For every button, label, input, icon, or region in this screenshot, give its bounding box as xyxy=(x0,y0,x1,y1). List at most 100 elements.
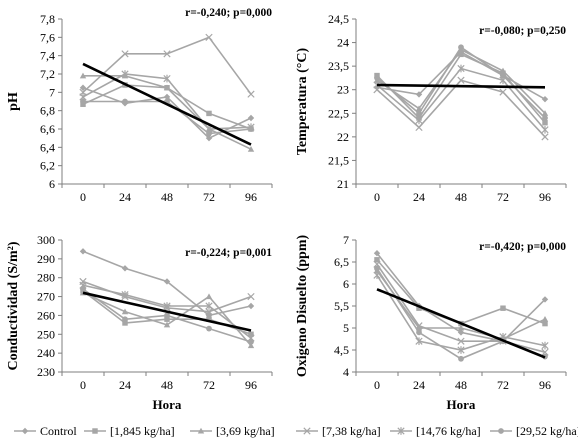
y-tick-label: 5 xyxy=(343,321,349,335)
legend-label: Control xyxy=(40,424,77,438)
data-point xyxy=(415,116,423,125)
legend-marker xyxy=(303,427,311,435)
legend-marker xyxy=(21,427,29,435)
y-tick-label: 260 xyxy=(37,308,55,322)
data-point xyxy=(373,250,381,257)
correlation-annotation: r=-0,080; p=0,250 xyxy=(479,25,566,37)
legend-label: [7,38 kg/ha] xyxy=(322,424,381,438)
y-tick-label: 24 xyxy=(337,36,349,50)
y-tick-label: 230 xyxy=(37,365,55,379)
y-tick-label: 6,4 xyxy=(40,140,55,154)
data-point xyxy=(163,302,171,310)
data-point xyxy=(457,76,465,84)
y-tick-label: 21 xyxy=(337,177,349,191)
data-point xyxy=(458,51,464,58)
data-point xyxy=(457,329,465,336)
y-tick-label: 6,6 xyxy=(40,122,55,136)
y-tick-label: 7 xyxy=(49,85,55,99)
data-point xyxy=(541,125,549,134)
data-point xyxy=(374,75,380,81)
trend-line xyxy=(376,83,546,89)
trend-line xyxy=(376,288,546,359)
data-point xyxy=(205,134,213,142)
legend-marker xyxy=(197,427,205,434)
trend-line xyxy=(82,62,252,146)
y-tick-label: 300 xyxy=(37,233,55,247)
x-tick-label: 0 xyxy=(80,190,86,204)
x-tick-label: 24 xyxy=(413,378,425,392)
y-tick-label: 6,2 xyxy=(40,159,55,173)
y-tick-label: 7,2 xyxy=(40,67,55,81)
data-point xyxy=(374,257,380,263)
data-point xyxy=(499,67,507,74)
data-point xyxy=(373,260,381,268)
y-tick-label: 270 xyxy=(37,290,55,304)
data-point xyxy=(163,93,171,101)
data-point xyxy=(164,312,170,319)
data-point xyxy=(415,91,423,98)
correlation-annotation: r=-0,224; p=0,001 xyxy=(185,247,272,259)
data-point xyxy=(122,320,128,326)
x-axis-label: Hora xyxy=(447,397,476,412)
x-tick-label: 48 xyxy=(161,190,173,204)
data-point xyxy=(457,64,465,73)
x-tick-label: 96 xyxy=(539,378,551,392)
y-tick-label: 4 xyxy=(343,365,349,379)
data-point xyxy=(247,145,255,152)
data-point xyxy=(247,302,255,310)
data-point xyxy=(457,324,465,331)
x-tick-label: 48 xyxy=(161,378,173,392)
y-tick-label: 6,5 xyxy=(334,255,349,269)
legend-item: [3,69 kg/ha] xyxy=(190,424,275,438)
data-point xyxy=(205,308,213,316)
data-point xyxy=(248,126,254,132)
y-tick-label: 23,5 xyxy=(328,59,349,73)
y-axis-label: Temperatura (°C) xyxy=(295,47,310,155)
y-axis-label: pH xyxy=(6,92,21,111)
x-tick-label: 96 xyxy=(539,190,551,204)
data-point xyxy=(163,321,171,328)
y-tick-label: 6 xyxy=(49,177,55,191)
data-point xyxy=(247,90,255,98)
data-point xyxy=(500,305,506,311)
data-point xyxy=(205,293,213,300)
y-tick-label: 280 xyxy=(37,271,55,285)
data-point xyxy=(541,348,549,356)
y-tick-label: 22 xyxy=(337,130,349,144)
data-point xyxy=(541,95,549,103)
correlation-annotation: r=-0,420; p=0,000 xyxy=(479,241,566,253)
legend-marker xyxy=(397,427,405,435)
y-tick-label: 5,5 xyxy=(334,299,349,313)
legend-item: [7,38 kg/ha] xyxy=(296,424,381,438)
data-point xyxy=(541,316,549,322)
data-point xyxy=(206,325,212,332)
data-point xyxy=(79,84,87,91)
y-axis-label: Conductividad (S/m²) xyxy=(6,241,21,370)
series-line xyxy=(376,274,546,351)
legend: Control [1,845 kg/ha] [3,69 kg/ha] [7,38 kg… xyxy=(14,424,578,438)
data-point xyxy=(247,342,255,349)
trend-line xyxy=(82,291,252,332)
y-tick-label: 21,5 xyxy=(328,153,349,167)
y-tick-label: 22,5 xyxy=(328,106,349,120)
data-point xyxy=(121,70,129,78)
data-point xyxy=(415,337,423,346)
data-point xyxy=(121,265,129,272)
legend-item: [29,52 kg/ha] xyxy=(490,424,578,438)
y-tick-label: 7,6 xyxy=(40,30,55,44)
data-point xyxy=(163,50,171,58)
legend-item: [1,845 kg/ha] xyxy=(84,424,175,438)
x-tick-label: 48 xyxy=(455,190,467,204)
data-point xyxy=(247,114,255,122)
data-point xyxy=(206,130,212,137)
data-point xyxy=(374,265,380,272)
data-point xyxy=(80,98,86,105)
x-tick-label: 0 xyxy=(80,378,86,392)
data-point xyxy=(121,308,129,315)
x-tick-label: 0 xyxy=(374,190,380,204)
correlation-annotation: r=-0,240; p=0,000 xyxy=(185,7,272,19)
legend-label: [1,845 kg/ha] xyxy=(110,424,175,438)
data-point xyxy=(542,115,548,121)
